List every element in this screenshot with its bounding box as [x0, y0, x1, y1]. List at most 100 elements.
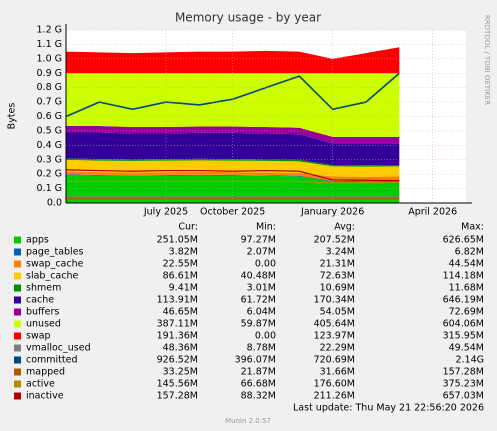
stat-value: 251.05M	[157, 235, 198, 246]
legend-entry: mapped	[26, 367, 65, 378]
legend-entry: apps	[26, 235, 49, 246]
stat-value: 9.41M	[169, 283, 198, 294]
stat-value: 22.29M	[320, 343, 355, 354]
stat-header: Cur:	[178, 222, 198, 233]
stat-value: 646.19M	[443, 295, 484, 306]
stat-value: 49.54M	[449, 343, 484, 354]
stat-value: 3.01M	[247, 283, 276, 294]
stat-value: 113.91M	[157, 295, 198, 306]
stat-value: 8.78M	[247, 343, 276, 354]
x-tick-label: July 2025	[143, 207, 188, 218]
stat-value: 926.52M	[157, 355, 198, 366]
stack-area	[66, 174, 400, 182]
legend-swatch	[14, 380, 21, 388]
stat-header: Avg:	[334, 222, 355, 233]
stat-value: 207.52M	[314, 235, 355, 246]
legend-entry: buffers	[26, 307, 59, 318]
stat-value: 123.97M	[314, 331, 355, 342]
stat-value: 157.28M	[443, 367, 484, 378]
legend-entry: shmem	[26, 283, 61, 294]
y-tick-label: 0.5 G	[37, 125, 63, 136]
legend-entry: cache	[26, 295, 54, 306]
last-update: Last update: Thu May 21 22:56:20 2026	[293, 403, 484, 414]
stat-value: 33.25M	[163, 367, 198, 378]
legend-swatch	[14, 236, 21, 244]
stat-value: 46.65M	[163, 307, 198, 318]
y-tick-label: 0.4 G	[37, 140, 63, 151]
legend-entry: inactive	[26, 391, 64, 402]
stat-value: 2.07M	[247, 247, 276, 258]
stat-value: 86.61M	[163, 271, 198, 282]
y-tick-label: 0.0	[47, 198, 62, 209]
legend-swatch	[14, 368, 21, 376]
stat-value: 626.65M	[443, 235, 484, 246]
y-tick-label: 0.6 G	[37, 111, 63, 122]
stat-value: 3.82M	[169, 247, 198, 258]
legend-swatch	[14, 296, 21, 304]
y-tick-label: 1.0 G	[37, 53, 63, 64]
footer: Munin 2.0.57	[225, 417, 271, 425]
legend-entry: swap_cache	[26, 259, 84, 270]
stat-value: 97.27M	[241, 235, 276, 246]
legend-entry: unused	[26, 319, 61, 330]
stat-value: 10.69M	[320, 283, 355, 294]
stat-value: 2.14G	[455, 355, 484, 366]
stat-value: 66.68M	[241, 379, 276, 390]
stack-area	[66, 132, 400, 166]
y-tick-label: 0.3 G	[37, 154, 63, 165]
legend-swatch	[14, 248, 21, 256]
stat-value: 315.95M	[443, 331, 484, 342]
stat-value: 176.60M	[314, 379, 355, 390]
stat-header: Min:	[256, 222, 276, 233]
stat-value: 157.28M	[157, 391, 198, 402]
stack-area	[66, 171, 400, 182]
stack-area	[66, 126, 400, 144]
legend-swatch	[14, 284, 21, 292]
legend-swatch	[14, 344, 21, 352]
y-tick-label: 0.8 G	[37, 82, 63, 93]
stack-area	[66, 158, 400, 167]
legend-entry: vmalloc_used	[26, 343, 91, 354]
line	[66, 180, 400, 184]
y-tick-label: 1.1 G	[37, 39, 63, 50]
stat-value: 145.56M	[157, 379, 198, 390]
y-tick-label: 0.9 G	[37, 68, 63, 79]
stat-value: 387.11M	[157, 319, 198, 330]
stat-value: 88.32M	[241, 391, 276, 402]
stat-value: 11.68M	[449, 283, 484, 294]
stat-value: 61.72M	[241, 295, 276, 306]
stat-value: 0.00	[255, 331, 276, 342]
legend-swatch	[14, 356, 21, 364]
stat-value: 31.66M	[320, 367, 355, 378]
stat-value: 40.48M	[241, 271, 276, 282]
x-tick-label: April 2026	[408, 207, 457, 218]
stat-value: 191.36M	[157, 331, 198, 342]
stat-value: 21.87M	[241, 367, 276, 378]
legend-entry: active	[26, 379, 55, 390]
stat-value: 21.31M	[320, 259, 355, 270]
legend-entry: swap	[26, 331, 51, 342]
stat-value: 44.54M	[449, 259, 484, 270]
stat-value: 170.34M	[314, 295, 355, 306]
stat-value: 3.24M	[326, 247, 355, 258]
legend-entry: slab_cache	[26, 271, 78, 282]
stat-value: 396.07M	[235, 355, 276, 366]
stat-value: 59.87M	[241, 319, 276, 330]
stat-value: 405.64M	[314, 319, 355, 330]
y-tick-label: 0.7 G	[37, 97, 63, 108]
stat-value: 48.36M	[163, 343, 198, 354]
y-tick-label: 0.1 G	[37, 183, 63, 194]
stat-value: 211.26M	[314, 391, 355, 402]
stat-value: 22.55M	[163, 259, 198, 270]
legend-swatch	[14, 332, 21, 340]
y-axis-label: Bytes	[7, 103, 18, 130]
side-note: RRDTOOL / TOBI OETIKER	[483, 15, 491, 105]
stat-value: 375.23M	[443, 379, 484, 390]
legend-swatch	[14, 272, 21, 280]
stat-value: 720.69M	[314, 355, 355, 366]
legend-entry: committed	[26, 355, 78, 366]
y-tick-label: 0.2 G	[37, 169, 63, 180]
legend-swatch	[14, 392, 21, 400]
